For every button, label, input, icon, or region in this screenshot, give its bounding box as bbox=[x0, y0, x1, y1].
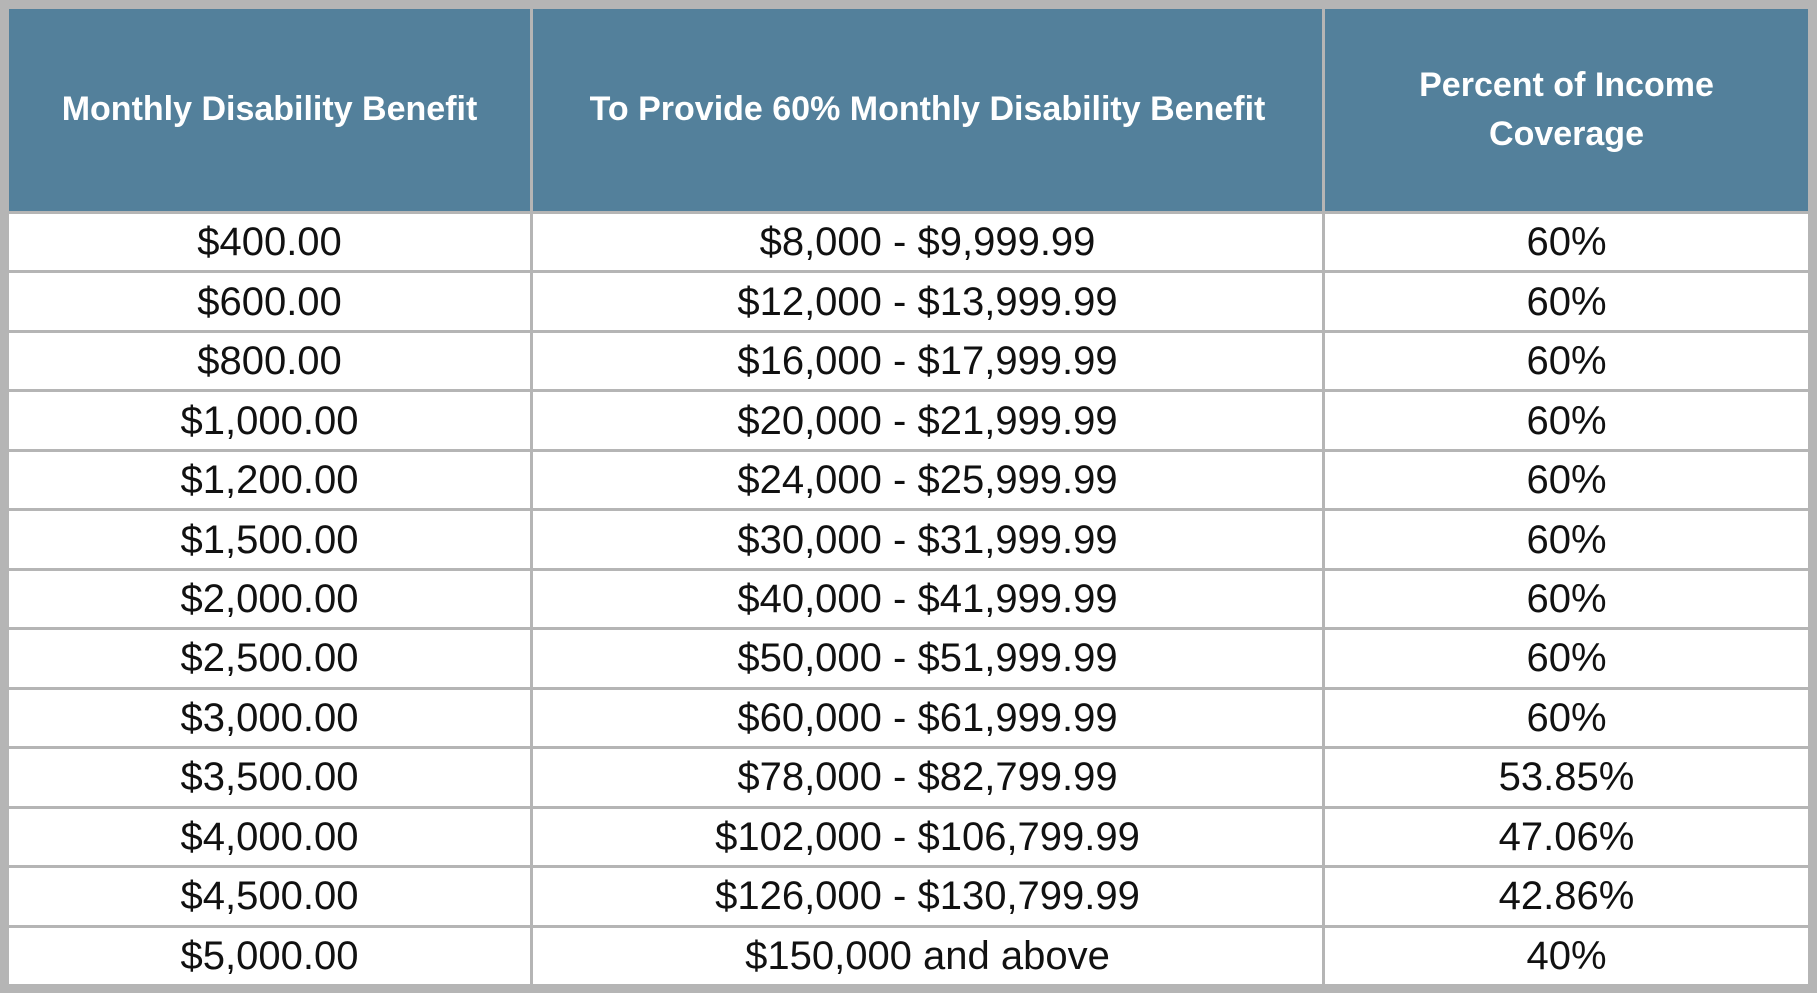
table-cell: $78,000 - $82,799.99 bbox=[533, 749, 1322, 806]
table-cell: 40% bbox=[1325, 927, 1808, 984]
table-cell: $5,000.00 bbox=[9, 927, 530, 984]
table-cell: 60% bbox=[1325, 273, 1808, 330]
table-cell: 47.06% bbox=[1325, 808, 1808, 866]
header-cell: Percent of Income Coverage bbox=[1325, 9, 1808, 211]
table-cell: $1,500.00 bbox=[9, 511, 530, 568]
table-cell: 60% bbox=[1325, 630, 1808, 687]
table-cell: $102,000 - $106,799.99 bbox=[533, 808, 1322, 866]
table-cell: $3,000.00 bbox=[9, 689, 530, 747]
table-cell: $2,000.00 bbox=[9, 570, 530, 628]
table-cell: 60% bbox=[1325, 332, 1808, 390]
table-cell: 60% bbox=[1325, 392, 1808, 449]
table-cell: 60% bbox=[1325, 689, 1808, 747]
table-cell: $150,000 and above bbox=[533, 927, 1322, 984]
header-cell: To Provide 60% Monthly Disability Benefi… bbox=[533, 9, 1322, 211]
table-cell: $16,000 - $17,999.99 bbox=[533, 332, 1322, 390]
table-cell: $12,000 - $13,999.99 bbox=[533, 273, 1322, 330]
table-cell: $800.00 bbox=[9, 332, 530, 390]
table-cell: $8,000 - $9,999.99 bbox=[533, 214, 1322, 271]
table-cell: $4,000.00 bbox=[9, 808, 530, 866]
table-cell: $4,500.00 bbox=[9, 868, 530, 925]
table-cell: $24,000 - $25,999.99 bbox=[533, 451, 1322, 509]
table-cell: $3,500.00 bbox=[9, 749, 530, 806]
header-cell: Monthly Disability Benefit bbox=[9, 9, 530, 211]
table-cell: $20,000 - $21,999.99 bbox=[533, 392, 1322, 449]
table-cell: 60% bbox=[1325, 511, 1808, 568]
table-cell: $400.00 bbox=[9, 214, 530, 271]
table-cell: $30,000 - $31,999.99 bbox=[533, 511, 1322, 568]
table-cell: $1,200.00 bbox=[9, 451, 530, 509]
table-cell: 60% bbox=[1325, 451, 1808, 509]
table-cell: 60% bbox=[1325, 214, 1808, 271]
table-cell: $50,000 - $51,999.99 bbox=[533, 630, 1322, 687]
table-cell: $1,000.00 bbox=[9, 392, 530, 449]
table-cell: $126,000 - $130,799.99 bbox=[533, 868, 1322, 925]
table-cell: $40,000 - $41,999.99 bbox=[533, 570, 1322, 628]
table-cell: 42.86% bbox=[1325, 868, 1808, 925]
table-cell: $600.00 bbox=[9, 273, 530, 330]
table-cell: $60,000 - $61,999.99 bbox=[533, 689, 1322, 747]
table-cell: 60% bbox=[1325, 570, 1808, 628]
table-cell: $2,500.00 bbox=[9, 630, 530, 687]
table-cell: 53.85% bbox=[1325, 749, 1808, 806]
